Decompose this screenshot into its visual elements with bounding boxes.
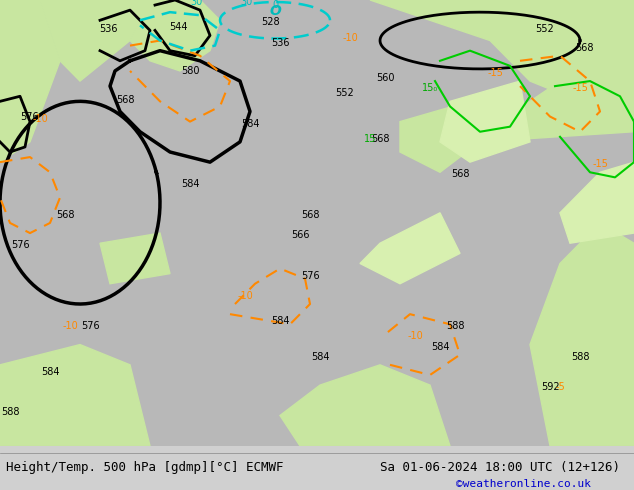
Text: 528: 528 bbox=[261, 17, 280, 27]
Text: -10: -10 bbox=[407, 332, 423, 342]
Text: 536: 536 bbox=[99, 24, 117, 34]
Text: -10: -10 bbox=[32, 114, 48, 123]
Text: 552: 552 bbox=[335, 88, 354, 98]
Text: -15: -15 bbox=[487, 68, 503, 78]
Text: 0: 0 bbox=[272, 0, 278, 10]
Text: ©weatheronline.co.uk: ©weatheronline.co.uk bbox=[456, 479, 592, 489]
Text: 588: 588 bbox=[571, 352, 589, 362]
Text: -10: -10 bbox=[342, 32, 358, 43]
Text: 584: 584 bbox=[271, 316, 289, 326]
Polygon shape bbox=[100, 233, 170, 284]
Text: 576: 576 bbox=[81, 321, 100, 331]
Text: -15: -15 bbox=[592, 159, 608, 169]
Text: 568: 568 bbox=[56, 210, 74, 220]
Text: 576: 576 bbox=[301, 270, 320, 281]
Text: 588: 588 bbox=[1, 408, 19, 417]
Text: 580: 580 bbox=[181, 66, 199, 76]
Polygon shape bbox=[0, 344, 150, 446]
Polygon shape bbox=[560, 162, 634, 243]
Polygon shape bbox=[370, 0, 634, 101]
Polygon shape bbox=[440, 81, 530, 162]
Polygon shape bbox=[0, 0, 60, 162]
Text: Height/Temp. 500 hPa [gdmp][°C] ECMWF: Height/Temp. 500 hPa [gdmp][°C] ECMWF bbox=[6, 462, 284, 474]
Text: 584: 584 bbox=[241, 119, 259, 129]
Text: 584: 584 bbox=[41, 367, 59, 377]
Text: 568: 568 bbox=[451, 170, 469, 179]
Text: 15: 15 bbox=[364, 134, 376, 144]
Text: -15: -15 bbox=[572, 83, 588, 93]
Polygon shape bbox=[360, 213, 460, 284]
Polygon shape bbox=[400, 101, 480, 172]
Text: 15₀: 15₀ bbox=[422, 83, 438, 93]
Text: 30: 30 bbox=[240, 0, 252, 7]
Text: 566: 566 bbox=[291, 230, 309, 240]
Text: 552: 552 bbox=[535, 24, 553, 34]
Text: 588: 588 bbox=[446, 321, 464, 331]
Text: -5: -5 bbox=[555, 382, 565, 392]
Text: -10: -10 bbox=[237, 291, 253, 301]
Text: 568: 568 bbox=[116, 96, 134, 105]
Polygon shape bbox=[0, 0, 140, 81]
Text: 30: 30 bbox=[190, 0, 202, 7]
Text: 592: 592 bbox=[541, 382, 559, 392]
Text: 568: 568 bbox=[371, 134, 389, 144]
Text: 576: 576 bbox=[11, 240, 29, 250]
Text: 584: 584 bbox=[181, 179, 199, 190]
Text: 536: 536 bbox=[271, 38, 289, 48]
Polygon shape bbox=[280, 365, 450, 446]
Text: 584: 584 bbox=[311, 352, 329, 362]
Text: 568: 568 bbox=[575, 43, 593, 52]
Text: 568: 568 bbox=[301, 210, 320, 220]
Text: 560: 560 bbox=[376, 73, 394, 83]
Polygon shape bbox=[530, 223, 634, 446]
Polygon shape bbox=[480, 0, 634, 142]
Text: 544: 544 bbox=[169, 23, 187, 32]
Polygon shape bbox=[120, 0, 220, 71]
Text: -10: -10 bbox=[62, 321, 78, 331]
Text: 576: 576 bbox=[20, 112, 39, 122]
Text: 584: 584 bbox=[430, 342, 450, 352]
Text: O: O bbox=[269, 4, 281, 18]
Text: Sa 01-06-2024 18:00 UTC (12+126): Sa 01-06-2024 18:00 UTC (12+126) bbox=[380, 462, 621, 474]
